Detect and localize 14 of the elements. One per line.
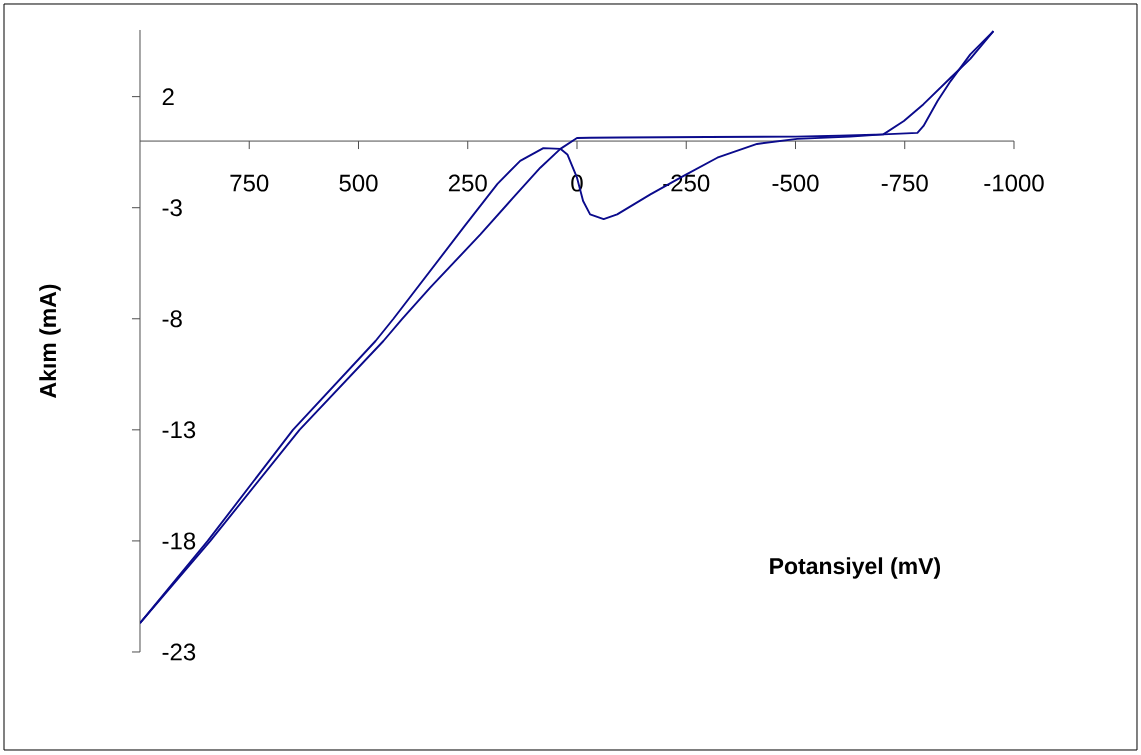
y-tick-label: -3 xyxy=(162,199,182,217)
y-tick-label: -8 xyxy=(162,310,182,328)
x-tick-label: -500 xyxy=(772,174,819,192)
y-axis-title: Akım (mA) xyxy=(39,284,61,398)
y-tick-label: -18 xyxy=(162,532,196,550)
x-tick-label: 750 xyxy=(230,174,269,192)
x-tick-label: -750 xyxy=(881,174,928,192)
y-tick-label: -23 xyxy=(162,643,196,661)
x-axis-title: Potansiyel (mV) xyxy=(770,557,941,579)
y-tick-label: -13 xyxy=(162,421,196,439)
x-tick-label: 500 xyxy=(339,174,378,192)
y-tick-label: 2 xyxy=(162,88,174,106)
x-tick-label: -1000 xyxy=(984,174,1044,192)
x-tick-label: 250 xyxy=(448,174,487,192)
